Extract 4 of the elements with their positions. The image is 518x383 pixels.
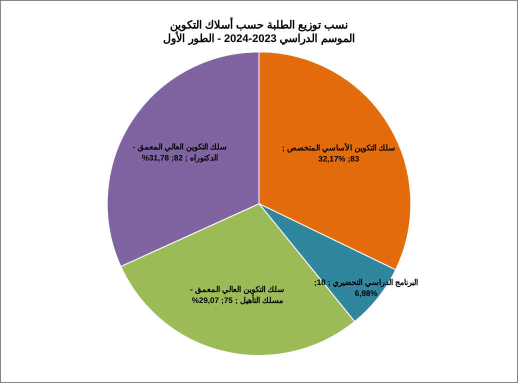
slice-label: سلك التكوين العالي المعمق - الدكتوراه ; 82; 31,78% [132, 142, 228, 164]
chart-title: نسب توزيع الطلبة حسب أسلاك التكوين [170, 18, 348, 32]
slice-label: سلك التكوين العالي المعمق - مسلك التأهيل ; 75; 29,07% [190, 285, 285, 306]
chart-subtitle: الموسم الدراسي 2023-2024 - الطور الأول [163, 30, 355, 46]
